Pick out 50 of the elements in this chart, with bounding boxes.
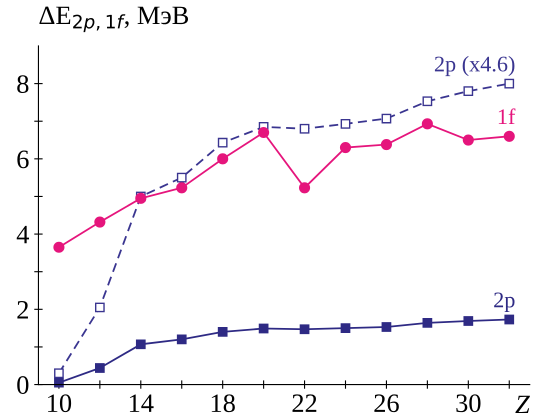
x-tick-label: 18: [212, 394, 235, 412]
y-axis-title: ΔE$_{2p,1f}$, МэВ: [39, 6, 188, 32]
point: [504, 130, 515, 142]
point: [94, 302, 105, 312]
point: [462, 134, 474, 146]
point: [54, 378, 64, 388]
x-tick-label: 10: [48, 394, 72, 412]
point: [299, 182, 310, 194]
x-axis-title: Z: [515, 396, 530, 414]
point: [300, 124, 310, 134]
point: [94, 363, 105, 373]
point: [176, 182, 188, 194]
point: [340, 118, 350, 129]
y-tick-label: 0: [17, 376, 28, 394]
point: [300, 324, 310, 334]
point: [94, 216, 106, 228]
point: [422, 96, 432, 106]
point: [176, 172, 187, 183]
series-label: 2p: [494, 292, 515, 312]
point: [422, 318, 432, 328]
point: [135, 192, 146, 204]
x-tick-label: 30: [456, 394, 481, 412]
x-tick-label: 22: [292, 394, 316, 412]
point: [218, 138, 228, 148]
x-tick-label: 14: [130, 394, 154, 412]
point: [217, 153, 228, 164]
point: [504, 78, 514, 88]
point: [136, 339, 146, 350]
point: [463, 86, 474, 96]
y-tick-label: 2: [17, 301, 28, 318]
point: [258, 324, 268, 334]
point: [380, 138, 392, 150]
point: [463, 316, 474, 326]
series-label: 1f: [498, 108, 516, 124]
point: [258, 126, 270, 138]
y-tick-label: 6: [17, 150, 29, 168]
point: [340, 323, 350, 333]
point: [382, 322, 392, 332]
point: [53, 242, 64, 253]
point: [340, 142, 352, 154]
y-tick-label: 4: [16, 226, 30, 244]
point: [54, 368, 64, 378]
series-label: 2p (x4.6): [434, 56, 514, 76]
point: [422, 118, 433, 130]
point: [504, 314, 514, 324]
point: [218, 327, 228, 337]
point: [382, 114, 392, 124]
point: [176, 334, 187, 344]
x-tick-label: 26: [374, 394, 399, 412]
y-tick-label: 8: [17, 75, 28, 94]
